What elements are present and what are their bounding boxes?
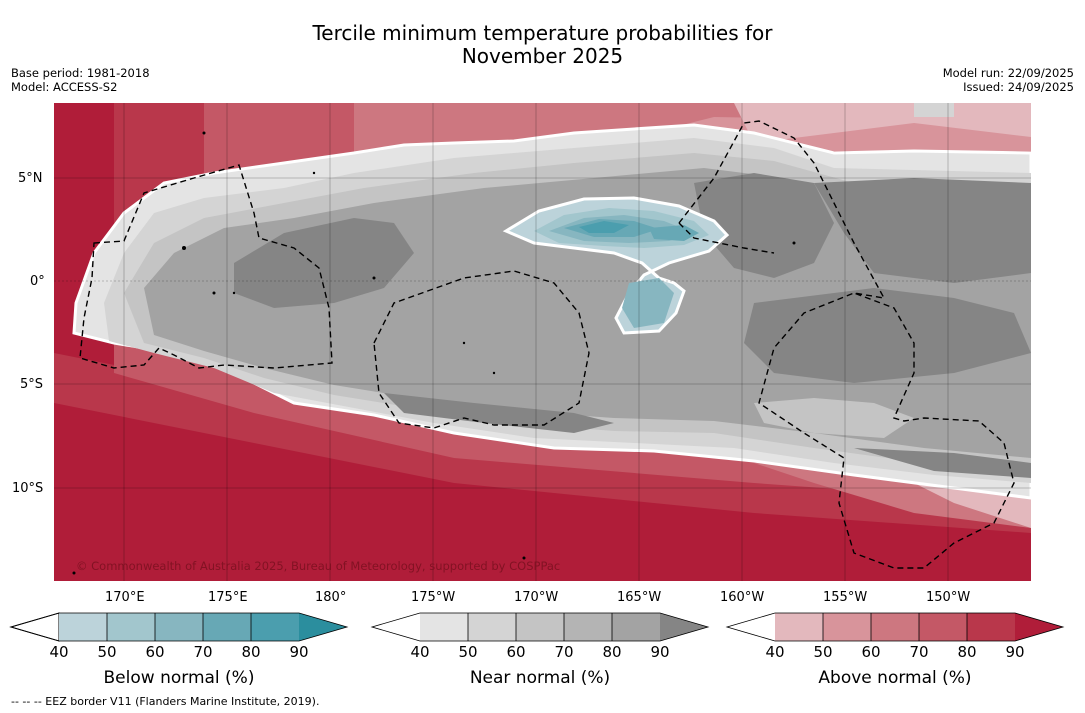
near-normal-90-patch-southeast bbox=[854, 448, 1031, 478]
cbar-tick: 50 bbox=[458, 643, 478, 661]
cbar-tick: 40 bbox=[765, 643, 785, 661]
graticule bbox=[54, 103, 1031, 581]
colorbar-title-near: Near normal (%) bbox=[469, 668, 611, 688]
near-normal-90-patch-west bbox=[234, 218, 414, 308]
cbar-tick: 40 bbox=[49, 643, 69, 661]
lon-label-170e: 170°E bbox=[105, 590, 145, 605]
islands bbox=[72, 131, 796, 575]
lon-label-180: 180° bbox=[315, 590, 347, 605]
title-line-2: November 2025 bbox=[461, 44, 624, 68]
model-name: Model: ACCESS-S2 bbox=[11, 80, 118, 94]
cbar-tick: 80 bbox=[957, 643, 977, 661]
lon-label-175e: 175°E bbox=[208, 590, 248, 605]
lat-label-0: 0° bbox=[30, 274, 45, 289]
lon-label-170w: 170°W bbox=[514, 590, 559, 605]
cbar-tick: 90 bbox=[1005, 643, 1025, 661]
near-normal-90-patch-central-east bbox=[744, 288, 1031, 383]
copyright-text: © Commonwealth of Australia 2025, Bureau… bbox=[76, 559, 560, 573]
below-normal-60-patch-south bbox=[622, 278, 674, 328]
colorbar-near-normal bbox=[370, 612, 710, 642]
title-line-1: Tercile minimum temperature probabilitie… bbox=[312, 21, 773, 45]
lat-label-5s: 5°S bbox=[20, 377, 44, 392]
meta-left: Base period: 1981-2018 Model: ACCESS-S2 bbox=[11, 66, 150, 94]
cbar-tick: 50 bbox=[813, 643, 833, 661]
cbar-tick: 60 bbox=[145, 643, 165, 661]
issued-date: Issued: 24/09/2025 bbox=[963, 80, 1074, 94]
cbar-tick: 70 bbox=[554, 643, 574, 661]
near-normal-90-patch-east bbox=[814, 178, 1031, 283]
near-normal-90-patch-south bbox=[384, 393, 614, 433]
probability-map: © Commonwealth of Australia 2025, Bureau… bbox=[54, 103, 1031, 581]
cbar-tick: 80 bbox=[241, 643, 261, 661]
cbar-tick: 90 bbox=[650, 643, 670, 661]
colorbar-above-normal bbox=[725, 612, 1065, 642]
chart-title: Tercile minimum temperature probabilitie… bbox=[0, 22, 1085, 68]
lat-label-5n: 5°N bbox=[18, 171, 43, 186]
cbar-tick: 80 bbox=[602, 643, 622, 661]
colorbar-title-above: Above normal (%) bbox=[818, 668, 972, 688]
colorbar-below-normal bbox=[9, 612, 349, 642]
cbar-tick: 70 bbox=[909, 643, 929, 661]
lon-label-150w: 150°W bbox=[926, 590, 971, 605]
model-run: Model run: 22/09/2025 bbox=[942, 66, 1074, 80]
lon-label-160w: 160°W bbox=[720, 590, 765, 605]
meta-right: Model run: 22/09/2025 Issued: 24/09/2025 bbox=[943, 66, 1074, 94]
colorbar-title-below: Below normal (%) bbox=[103, 668, 255, 688]
cbar-tick: 90 bbox=[289, 643, 309, 661]
lon-label-165w: 165°W bbox=[617, 590, 662, 605]
near-normal-patch-north bbox=[914, 103, 954, 117]
cbar-tick: 60 bbox=[506, 643, 526, 661]
near-normal-90-patch-north bbox=[694, 173, 834, 278]
cbar-tick: 60 bbox=[861, 643, 881, 661]
below-normal-80-band bbox=[579, 221, 629, 233]
lon-label-175w: 175°W bbox=[411, 590, 456, 605]
base-period: Base period: 1981-2018 bbox=[11, 66, 150, 80]
near-normal-light-patch-southeast bbox=[754, 398, 914, 438]
eez-borders bbox=[79, 120, 1015, 569]
cbar-tick: 50 bbox=[97, 643, 117, 661]
above-normal-80-band-south bbox=[54, 353, 1031, 533]
eez-legend-text: -- -- -- EEZ border V11 (Flanders Marine… bbox=[11, 695, 320, 708]
above-normal-40-band-north bbox=[734, 103, 1031, 143]
colorbars bbox=[9, 612, 1065, 642]
cbar-tick: 70 bbox=[193, 643, 213, 661]
cbar-tick: 40 bbox=[410, 643, 430, 661]
lon-label-155w: 155°W bbox=[823, 590, 868, 605]
lat-label-10s: 10°S bbox=[12, 481, 44, 496]
below-normal-70-patch-east bbox=[649, 225, 699, 241]
